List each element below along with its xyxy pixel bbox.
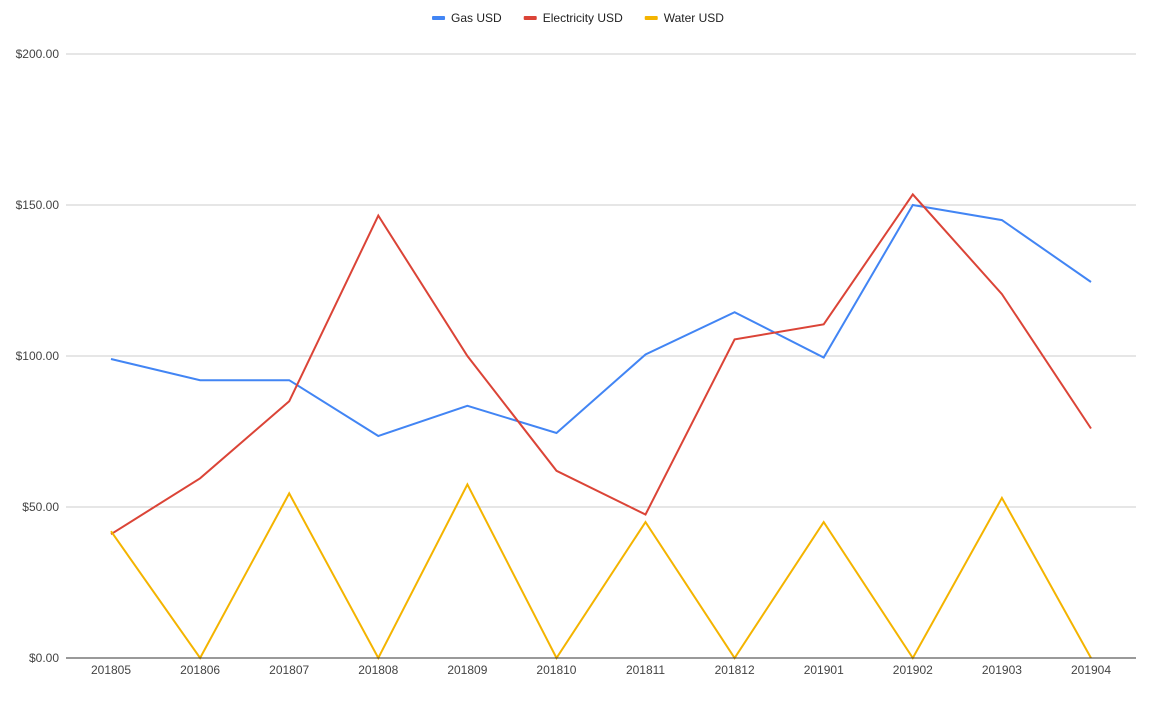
- y-axis-tick-labels: $0.00 $50.00 $100.00 $150.00 $200.00: [16, 47, 60, 665]
- legend-item: Electricity USD: [523, 11, 623, 25]
- legend-swatch: [523, 16, 537, 20]
- x-tick-label: 201902: [893, 663, 933, 677]
- x-tick-label: 201901: [804, 663, 844, 677]
- y-tick-label: $100.00: [16, 349, 60, 363]
- series-line-electricity-usd: [110, 192, 1092, 536]
- legend-item: Water USD: [644, 11, 725, 25]
- y-tick-label: $50.00: [22, 500, 59, 514]
- legend: Gas USD Electricity USD Water USD: [432, 11, 724, 25]
- legend-label: Electricity USD: [543, 11, 623, 25]
- x-tick-label: 201903: [982, 663, 1022, 677]
- legend-swatch: [644, 16, 658, 20]
- x-tick-label: 201810: [536, 663, 576, 677]
- series-line-gas-usd: [110, 203, 1092, 438]
- series-lines: [110, 192, 1092, 661]
- y-tick-label: $150.00: [16, 198, 60, 212]
- x-tick-label: 201807: [269, 663, 309, 677]
- x-tick-label: 201806: [180, 663, 220, 677]
- series-line-water-usd: [110, 482, 1092, 661]
- legend-item: Gas USD: [432, 11, 502, 25]
- y-tick-label: $0.00: [29, 651, 59, 665]
- x-tick-label: 201808: [358, 663, 398, 677]
- x-axis-tick-labels: 201805 201806 201807 201808 201809 201810 2018…: [91, 663, 1111, 677]
- gridlines: [66, 53, 1136, 508]
- legend-label: Water USD: [664, 11, 725, 25]
- legend-label: Gas USD: [451, 11, 502, 25]
- x-tick-label: 201805: [91, 663, 131, 677]
- x-tick-label: 201811: [626, 663, 665, 677]
- x-tick-label: 201809: [447, 663, 487, 677]
- legend-swatch: [432, 16, 446, 20]
- y-tick-label: $200.00: [16, 47, 60, 61]
- x-tick-label: 201904: [1071, 663, 1111, 677]
- x-tick-label: 201812: [715, 663, 755, 677]
